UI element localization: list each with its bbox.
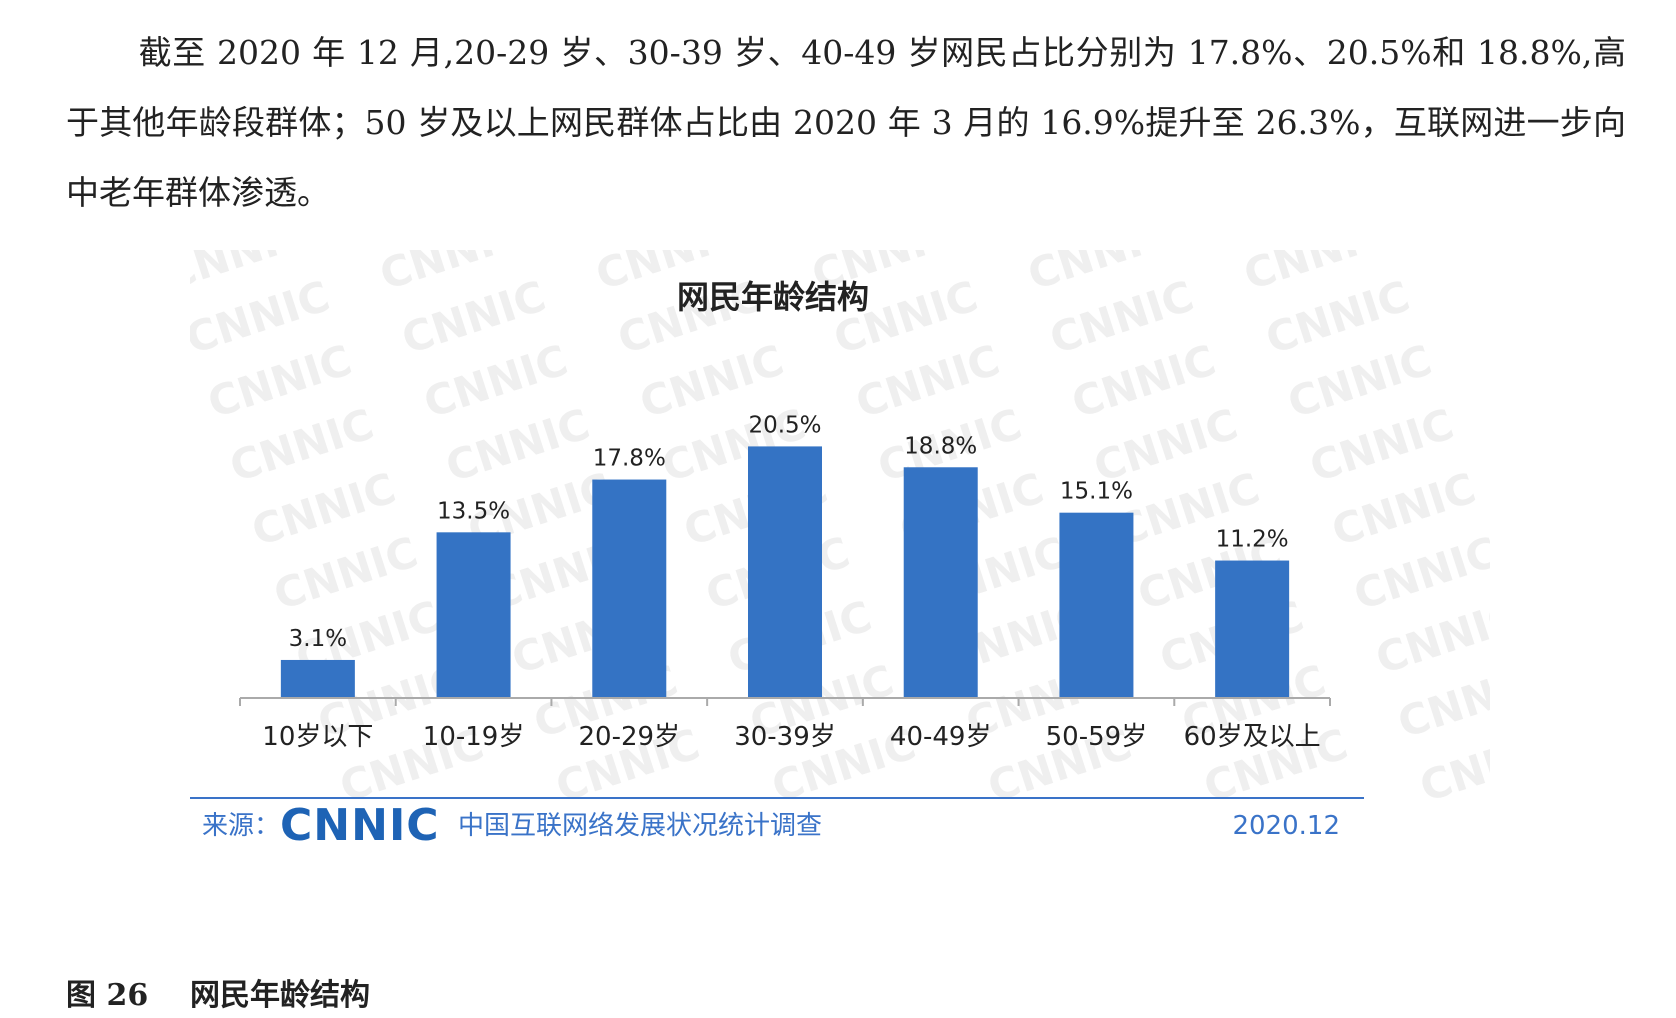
bar-value-label: 11.2% bbox=[1216, 527, 1289, 553]
x-tick-label: 30-39岁 bbox=[734, 722, 836, 752]
footer-source-label: 来源： bbox=[202, 811, 280, 841]
bar-value-label: 17.8% bbox=[593, 446, 666, 472]
bar bbox=[436, 532, 511, 698]
footer-survey-name: 中国互联网络发展状况统计调查 bbox=[458, 811, 822, 841]
bar-value-label: 20.5% bbox=[748, 412, 821, 438]
x-tick-label: 20-29岁 bbox=[579, 722, 681, 752]
bar-value-label: 18.8% bbox=[904, 433, 977, 459]
x-tick-label: 50-59岁 bbox=[1046, 722, 1148, 752]
body-paragraph: 截至 2020 年 12 月,20-29 岁、30-39 岁、40-49 岁网民… bbox=[66, 18, 1626, 228]
footer-date: 2020.12 bbox=[1232, 811, 1340, 841]
ticks-layer bbox=[239, 698, 1331, 706]
x-tick-label: 10岁以下 bbox=[262, 722, 373, 752]
bar bbox=[1215, 560, 1290, 698]
bar bbox=[280, 659, 355, 698]
figure-caption: 图 26 网民年龄结构 bbox=[66, 970, 370, 1014]
bar bbox=[592, 479, 667, 698]
labels-layer: 3.1% 10岁以下 13.5% 10-19岁 17.8% 20-29岁 20.5% 30-3… bbox=[262, 412, 1320, 752]
bars-layer bbox=[280, 446, 1290, 698]
x-tick-label: 60岁及以上 bbox=[1184, 722, 1321, 752]
caption-title: 网民年龄结构 bbox=[189, 978, 370, 1013]
bar-value-label: 15.1% bbox=[1060, 479, 1133, 505]
x-tick-label: 40-49岁 bbox=[890, 722, 992, 752]
bar bbox=[1059, 512, 1134, 698]
cnnic-logo: CNNIC bbox=[280, 800, 440, 851]
bar-value-label: 13.5% bbox=[437, 498, 510, 524]
bar bbox=[748, 446, 822, 698]
chart-title: 网民年龄结构 bbox=[677, 278, 869, 316]
caption-number: 图 26 bbox=[66, 978, 149, 1013]
x-tick-label: 10-19岁 bbox=[423, 722, 525, 752]
bar bbox=[903, 467, 978, 698]
bar-value-label: 3.1% bbox=[289, 626, 347, 652]
paragraph-text: 截至 2020 年 12 月,20-29 岁、30-39 岁、40-49 岁网民… bbox=[66, 33, 1626, 212]
